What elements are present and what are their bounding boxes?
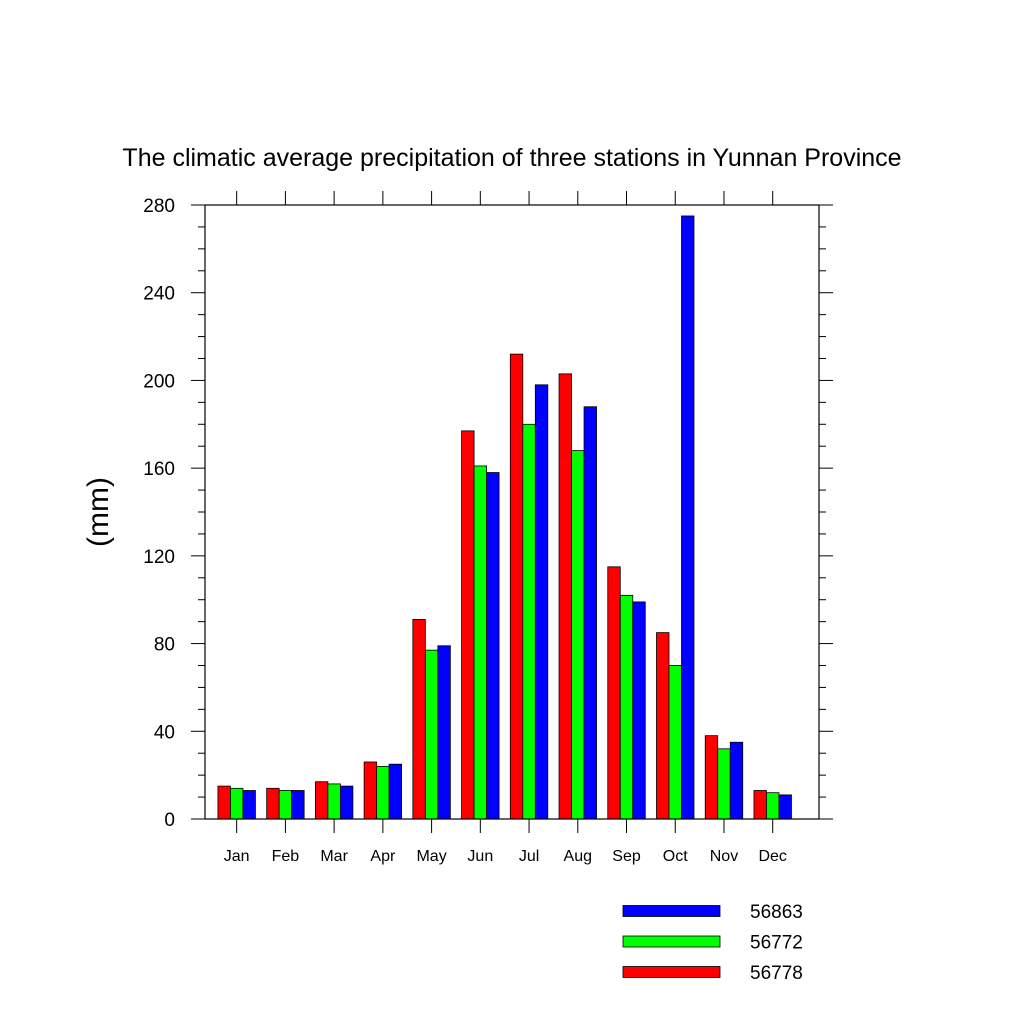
- x-tick-label: Dec: [758, 848, 786, 865]
- bar-jul-56772: [522, 423, 536, 820]
- legend-label-56772: 56772: [750, 933, 803, 954]
- bar-mar-56778: [314, 781, 329, 820]
- bar-nov-56772: [717, 748, 731, 820]
- x-tick-labels: Jan Feb Mar Apr May Jun Jul Aug Sep Oct Nov Dec: [224, 848, 787, 865]
- y-tick-label: 280: [143, 196, 175, 217]
- bar-dec-56863: [778, 794, 792, 820]
- bar-feb-56863: [291, 790, 305, 820]
- bar-nov-56863: [729, 741, 744, 820]
- legend-swatch-56772: [622, 935, 721, 948]
- bar-mar-56772: [327, 783, 341, 820]
- y-axis-label: (mm): [82, 477, 115, 547]
- ticks-layer: [191, 191, 833, 833]
- bar-jan-56772: [230, 787, 244, 820]
- bar-feb-56772: [278, 790, 293, 820]
- bar-jan-56778: [217, 785, 231, 820]
- bar-oct-56772: [668, 665, 682, 820]
- bar-sep-56778: [607, 566, 621, 820]
- legend: 56863 56772 56778: [622, 902, 803, 984]
- bar-jan-56863: [242, 790, 256, 820]
- bars-layer: [217, 215, 792, 820]
- bar-aug-56772: [571, 450, 585, 820]
- plot-frame: [204, 204, 820, 820]
- x-tick-label: Jul: [519, 848, 539, 865]
- x-tick-label: May: [416, 848, 446, 865]
- bar-oct-56863: [681, 215, 695, 820]
- bar-nov-56778: [704, 735, 719, 820]
- bar-apr-56772: [376, 765, 390, 820]
- x-tick-label: Feb: [272, 848, 300, 865]
- y-tick-label: 200: [143, 371, 175, 392]
- bar-dec-56778: [753, 790, 767, 820]
- y-tick-label: 240: [143, 284, 175, 305]
- y-tick-label: 80: [154, 635, 175, 656]
- bar-jul-56863: [534, 384, 549, 820]
- bar-aug-56778: [558, 373, 572, 820]
- bar-oct-56778: [656, 632, 670, 820]
- chart-title: The climatic average precipitation of th…: [122, 144, 901, 172]
- bar-mar-56863: [339, 785, 354, 820]
- bar-jun-56772: [473, 465, 487, 820]
- bar-apr-56863: [388, 763, 403, 820]
- x-tick-label: Mar: [320, 848, 348, 865]
- bar-sep-56772: [619, 594, 634, 820]
- x-tick-label: Jun: [467, 848, 493, 865]
- y-tick-label: 40: [154, 722, 175, 743]
- legend-label-56778: 56778: [750, 963, 803, 984]
- x-tick-label: Apr: [370, 848, 396, 865]
- legend-label-56863: 56863: [750, 902, 803, 923]
- bar-dec-56772: [766, 792, 780, 820]
- bar-may-56772: [424, 649, 439, 820]
- y-tick-label: 160: [143, 459, 175, 480]
- bar-may-56863: [437, 645, 451, 820]
- bar-may-56778: [412, 619, 426, 820]
- y-tick-labels: 0 40 80 120 160 200 240 280: [143, 196, 175, 831]
- x-tick-label: Aug: [564, 848, 592, 865]
- legend-swatch-56778: [622, 966, 721, 978]
- x-tick-label: Sep: [612, 848, 641, 865]
- y-tick-label: 120: [143, 547, 175, 568]
- legend-swatch-56863: [622, 905, 721, 917]
- bar-aug-56863: [583, 406, 597, 820]
- bar-feb-56778: [266, 787, 280, 820]
- bar-jun-56778: [461, 430, 475, 820]
- bar-sep-56863: [632, 601, 646, 820]
- y-tick-label: 0: [164, 810, 175, 831]
- bar-jun-56863: [486, 472, 500, 820]
- bar-apr-56778: [363, 761, 378, 820]
- bar-jul-56778: [509, 353, 524, 820]
- x-tick-label: Nov: [710, 848, 738, 865]
- x-tick-label: Jan: [224, 848, 250, 865]
- x-tick-label: Oct: [663, 848, 688, 865]
